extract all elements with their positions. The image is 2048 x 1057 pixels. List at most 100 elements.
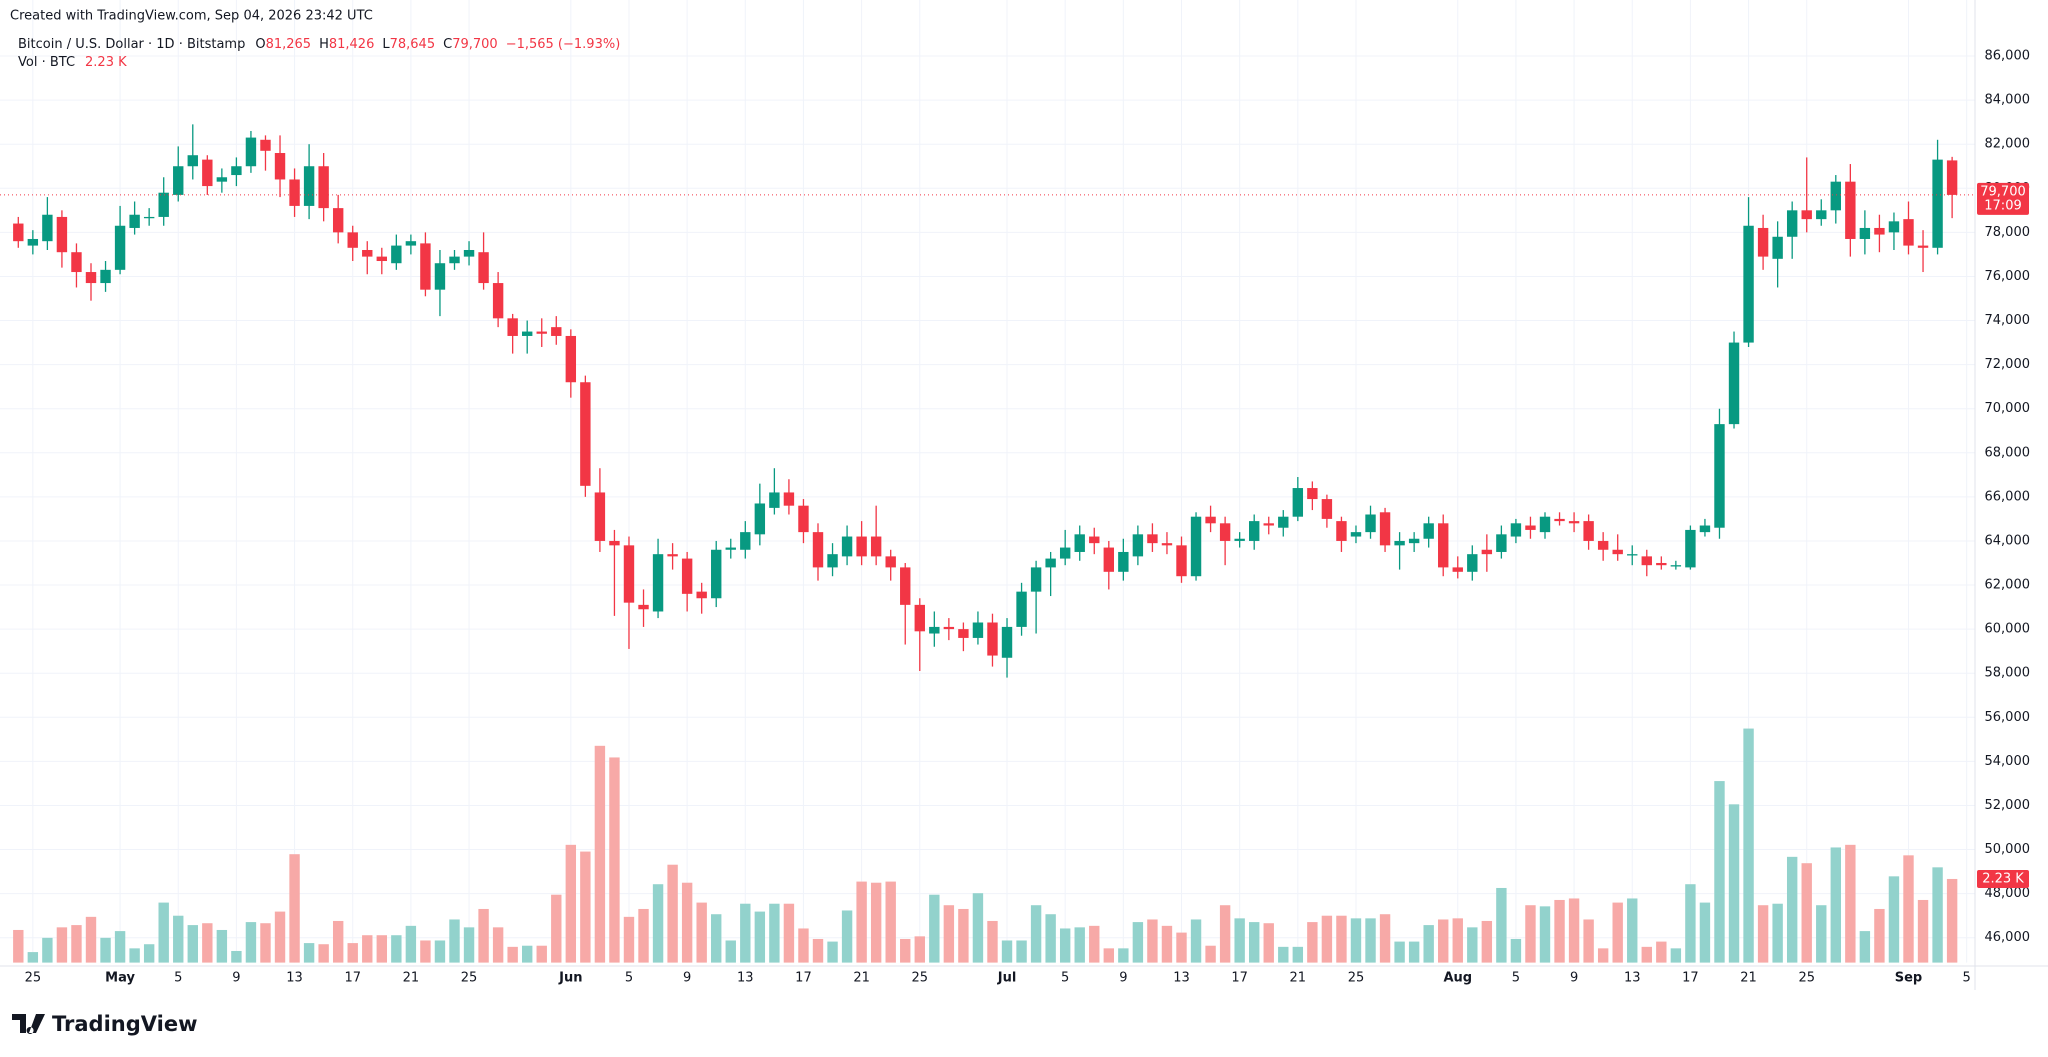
volume-bar	[1205, 945, 1216, 963]
x-tick-label: Aug	[1443, 971, 1472, 986]
volume-bar	[565, 844, 577, 963]
volume-bar	[987, 920, 998, 963]
volume-bar	[1321, 915, 1333, 963]
candle-body	[405, 241, 417, 246]
volume-bar	[551, 894, 562, 963]
volume-bar	[303, 943, 315, 963]
candle-body	[972, 622, 984, 638]
x-tick-label: 13	[1173, 971, 1190, 986]
volume-bar	[1859, 931, 1871, 963]
ohlc-value: 81,426	[329, 37, 375, 52]
volume-bar	[1786, 856, 1798, 963]
candle-body	[1568, 521, 1580, 524]
candle-body	[1830, 181, 1841, 211]
volume-bar	[1307, 922, 1318, 963]
volume-bar	[958, 908, 969, 963]
x-tick-label: Sep	[1895, 971, 1923, 986]
y-tick-label: 70,000	[1985, 401, 2031, 416]
candle-body	[725, 547, 736, 550]
x-tick-label: 25	[912, 971, 929, 986]
x-tick-label: 13	[1624, 971, 1641, 986]
candle-body	[1103, 547, 1114, 572]
candle-body	[856, 536, 867, 557]
volume-bar	[900, 938, 911, 963]
volume-bar	[260, 923, 271, 963]
volume-bar	[1874, 908, 1885, 963]
candle-body	[1219, 523, 1231, 541]
volume-bar	[463, 927, 475, 963]
volume-bar	[1278, 946, 1289, 963]
volume-bar	[507, 946, 518, 963]
candle-body	[289, 179, 300, 206]
volume-bar	[1568, 898, 1580, 963]
volume-bar	[202, 923, 213, 963]
candle-body	[1379, 512, 1391, 546]
volume-bar	[478, 908, 489, 963]
volume-bar	[1379, 914, 1391, 963]
ohlc-value: 78,645	[390, 37, 436, 52]
volume-bar	[1946, 878, 1958, 963]
candle-body	[202, 159, 213, 187]
x-tick-label: 5	[1963, 971, 1971, 986]
volume-bar	[885, 881, 896, 963]
volume-bar	[318, 944, 329, 963]
price-badge-label: 79,700	[1980, 184, 2026, 199]
volume-bar	[1641, 946, 1652, 963]
candle-body	[1016, 591, 1027, 627]
candle-body	[1670, 565, 1682, 567]
volume-bar	[1714, 781, 1725, 963]
volume-bar	[114, 931, 126, 963]
volume-bar	[347, 943, 358, 963]
candle-body	[1307, 488, 1318, 500]
x-tick-label: 17	[344, 971, 361, 986]
volume-bar	[1496, 887, 1507, 963]
volume-title: Vol · BTC	[18, 55, 75, 70]
candle-body	[1597, 540, 1609, 550]
volume-bar	[1656, 941, 1667, 963]
candle-body	[638, 604, 649, 610]
volume-bar	[173, 915, 184, 963]
x-tick-label: 21	[853, 971, 870, 986]
volume-bar	[158, 902, 169, 963]
x-tick-label: 5	[625, 971, 633, 986]
price-badge	[1977, 182, 2029, 215]
x-tick-label: 5	[174, 971, 182, 986]
grid	[0, 0, 1975, 963]
volume-bar	[696, 902, 707, 963]
volume-bar	[274, 911, 286, 963]
y-tick-label: 48,000	[1985, 886, 2031, 901]
candle-body	[391, 245, 402, 264]
candle-body	[1845, 181, 1856, 239]
candle-body	[827, 554, 838, 568]
candle-body	[1234, 538, 1245, 541]
candle-body	[1467, 554, 1478, 572]
volume-bar	[1336, 915, 1347, 963]
volume-bar	[1161, 925, 1173, 963]
x-tick-label: 9	[1570, 971, 1578, 986]
candle-body	[129, 214, 140, 228]
x-tick-label: 13	[737, 971, 754, 986]
volume-bar	[1016, 940, 1027, 963]
volume-bar	[1728, 804, 1740, 963]
y-tick-label: 62,000	[1985, 578, 2031, 593]
candle-body	[551, 327, 562, 336]
candle-body	[1001, 626, 1013, 658]
y-tick-label: 84,000	[1985, 93, 2031, 108]
volume-bar	[1089, 925, 1100, 963]
volume-bar	[1627, 898, 1638, 963]
candle-body	[1554, 518, 1565, 522]
volume-bar	[856, 881, 867, 963]
volume-bar	[609, 757, 620, 963]
volume-bar	[769, 903, 780, 963]
volume-bar	[405, 925, 417, 963]
y-tick-label: 52,000	[1985, 798, 2031, 813]
candle-body	[522, 331, 533, 336]
x-tick-label: 25	[1348, 971, 1365, 986]
volume-badge	[1977, 869, 2029, 888]
volume-bar	[929, 894, 940, 963]
candle-body	[667, 554, 678, 557]
x-tick-label: 9	[1119, 971, 1127, 986]
volume-bar	[1350, 918, 1362, 963]
candle-body	[1481, 549, 1493, 555]
volume-bar	[914, 936, 925, 963]
